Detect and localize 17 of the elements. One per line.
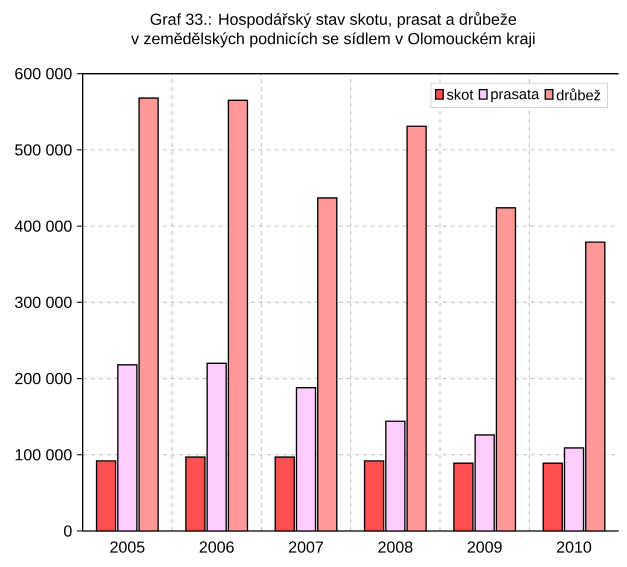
legend-label: prasata (491, 90, 540, 102)
x-tick-label: 2007 (289, 541, 323, 553)
x-tick-label: 2006 (200, 541, 234, 553)
y-tick-label: 100 000 (16, 449, 72, 460)
x-tick-label: 2010 (557, 541, 592, 553)
y-tick-label: 200 000 (15, 372, 72, 384)
x-tick-label: 2005 (110, 541, 144, 553)
y-tick-label: 300 000 (15, 296, 72, 308)
y-tick-label: 600 000 (15, 68, 72, 80)
legend-label: skot (446, 89, 474, 100)
x-tick-label: 2008 (378, 541, 412, 553)
x-tick-label: 2009 (468, 541, 502, 553)
chart-title: Graf 33.: Hospodářský stav skotu, prasat a drůbeže v zemědělských podnicích se sídlem v Olomouckém kraji (131, 12, 534, 48)
y-tick-label: 500 000 (15, 144, 72, 156)
legend-label: drůbež (556, 88, 600, 100)
y-tick-label: 400 000 (14, 220, 72, 232)
y-tick-label: 0 (64, 525, 72, 537)
